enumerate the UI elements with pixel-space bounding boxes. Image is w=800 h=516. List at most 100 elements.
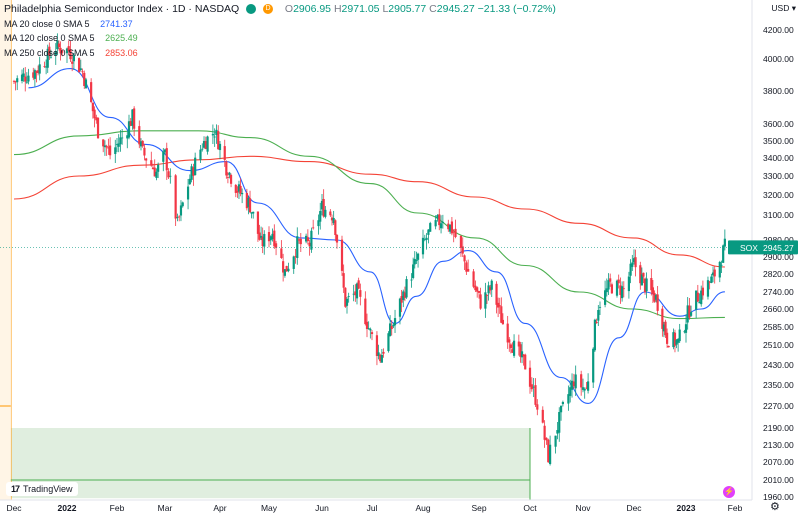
candle-body: [292, 256, 295, 269]
candle-body: [454, 228, 457, 238]
candle-body: [710, 276, 713, 283]
gear-icon[interactable]: ⚙: [770, 501, 780, 513]
data-source-icon[interactable]: D: [263, 4, 274, 15]
candle-body: [439, 223, 443, 229]
candle-body: [65, 48, 69, 54]
candle-body: [259, 235, 263, 238]
candle-body: [319, 211, 322, 222]
candle-body: [69, 49, 72, 60]
price-tag-symbol: SOX: [740, 243, 758, 253]
candle-body: [72, 55, 75, 62]
ma120-label: MA 120 close 0 SMA 5: [4, 33, 95, 43]
price-tick-label: 2350.00: [763, 380, 794, 390]
price-tick-label: 4000.00: [763, 54, 794, 64]
candle-body: [248, 198, 252, 213]
candle-body: [24, 76, 27, 82]
candle-body: [186, 186, 190, 200]
open-label: O: [284, 3, 294, 15]
candle-body: [718, 261, 721, 278]
candle-body: [267, 232, 271, 242]
candle-body: [335, 234, 339, 243]
price-tick-label: 2190.00: [763, 423, 794, 433]
candle-body: [508, 339, 511, 343]
candle-body: [400, 295, 403, 303]
candle-body: [247, 197, 250, 207]
candle-body: [450, 221, 454, 234]
candle-body: [615, 280, 619, 296]
candle-body: [654, 295, 658, 300]
candle-body: [204, 141, 207, 150]
candle-body: [701, 287, 704, 296]
candle-body: [312, 227, 315, 229]
candle-body: [696, 292, 699, 302]
price-axis[interactable]: 4200.00 4000.00 3800.00 3600.00 3500.00 3400.…: [728, 0, 798, 502]
candle-body: [344, 287, 347, 307]
ma20-legend[interactable]: MA 20 close 0 SMA 5 2741.37: [4, 17, 556, 32]
candle-body: [258, 232, 261, 240]
candle-body: [237, 184, 241, 192]
candle-body: [722, 245, 725, 263]
candle-body: [190, 166, 193, 180]
candle-body: [115, 144, 119, 145]
candle-body: [211, 133, 215, 136]
candle-body: [59, 47, 62, 54]
candle-body: [511, 349, 514, 353]
candle-body: [609, 278, 612, 282]
candle-body: [332, 217, 335, 224]
candle-body: [392, 324, 395, 327]
tradingview-logo[interactable]: 17 TradingView: [6, 482, 78, 496]
candle-body: [489, 287, 492, 291]
ma120-legend[interactable]: MA 120 close 0 SMA 5 2625.49: [4, 31, 556, 46]
candle-body: [310, 230, 313, 250]
candle-body: [580, 374, 583, 388]
candle-body: [245, 193, 248, 209]
candle-body: [194, 157, 197, 176]
candle-body: [329, 211, 332, 216]
candle-body: [181, 202, 184, 207]
candle-body: [202, 140, 206, 148]
candle-body: [543, 425, 546, 440]
candle-body: [355, 283, 359, 299]
candle-body: [282, 261, 285, 273]
tradingview-wordmark: TradingView: [23, 484, 73, 494]
candle-body: [226, 177, 230, 178]
candle-body: [382, 351, 385, 354]
currency-selector[interactable]: USD ▾: [771, 3, 796, 14]
candle-body: [463, 255, 466, 262]
candle-body: [14, 81, 17, 83]
time-tick-label: Dec: [6, 503, 22, 513]
candle-body: [241, 192, 244, 195]
candle-body: [357, 280, 360, 289]
lightning-event-icon[interactable]: ⚡: [723, 486, 735, 498]
candle-body: [627, 276, 630, 292]
candle-body: [103, 145, 107, 148]
candle-body: [532, 386, 535, 388]
candle-body: [561, 402, 564, 405]
candle-body: [347, 296, 350, 297]
candle-body: [38, 64, 41, 74]
ma250-legend[interactable]: MA 250 close 0 SMA 5 2853.06: [4, 46, 556, 61]
time-tick-label: Jul: [367, 503, 378, 513]
candle-body: [607, 280, 610, 290]
candle-body: [43, 66, 46, 68]
candle-body: [706, 280, 710, 297]
candle-body: [48, 46, 51, 56]
time-axis[interactable]: Dec 2022 Feb Mar Apr May Jun Jul Aug Sep Oct Nov Dec…: [0, 499, 752, 513]
candle-body: [317, 220, 320, 227]
ma250-value: 2853.06: [105, 47, 138, 58]
market-status-icon[interactable]: [246, 4, 257, 15]
candle-body: [45, 66, 48, 68]
candle-body: [534, 385, 537, 405]
candle-body: [27, 75, 30, 82]
candle-body: [188, 178, 191, 185]
symbol-title[interactable]: Philadelphia Semiconductor Index · 1D · …: [4, 3, 240, 15]
price-tag[interactable]: [728, 240, 798, 255]
candle-body: [223, 146, 226, 160]
candle-body: [570, 380, 574, 390]
candle-body: [520, 351, 524, 358]
candle-body: [151, 167, 155, 170]
price-tick-label: 2820.00: [763, 269, 794, 279]
candle-body: [645, 278, 648, 292]
candle-body: [162, 151, 165, 162]
